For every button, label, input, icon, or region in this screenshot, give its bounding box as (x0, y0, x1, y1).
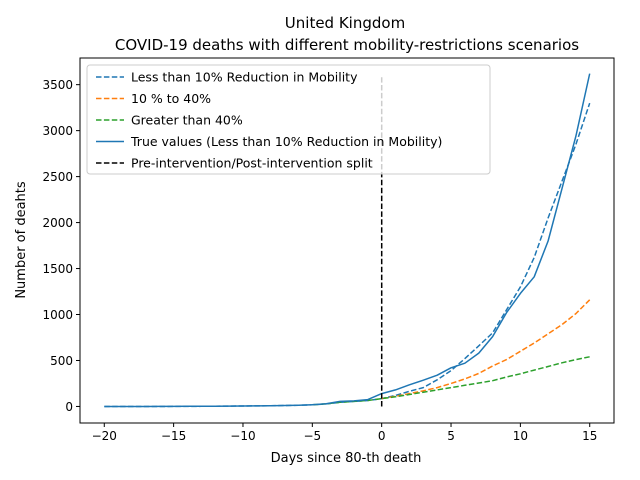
plot-series (104, 73, 591, 408)
series-line-2 (381, 299, 591, 400)
x-tick-label: 5 (447, 429, 455, 443)
y-tick-label: 2500 (42, 170, 73, 184)
chart-subtitle: COVID-19 deaths with different mobility-… (115, 36, 579, 54)
x-tick-label: 15 (582, 429, 597, 443)
plot-area-frame (79, 57, 615, 424)
x-tick-label: −20 (92, 429, 117, 443)
legend-label-1: Less than 10% Reduction in Mobility (131, 70, 358, 85)
y-tick-label: 1000 (42, 308, 73, 322)
x-tick-label: 0 (378, 429, 386, 443)
x-tick-label: −10 (230, 429, 255, 443)
series-line-4 (104, 73, 591, 408)
y-axis-label: Number of deahts (14, 181, 29, 299)
legend: Less than 10% Reduction in Mobility 10 % … (86, 64, 491, 175)
y-tick-label: 3000 (42, 124, 73, 138)
y-axis-ticks: 0 500 1000 1500 2000 2500 3000 3500 (42, 78, 80, 414)
series-line-3 (312, 356, 590, 406)
x-tick-label: −15 (161, 429, 186, 443)
legend-label-2: 10 % to 40% (131, 91, 211, 106)
x-axis-ticks: −20 −15 −10 −5 0 5 10 15 (92, 423, 597, 443)
x-tick-label: −5 (303, 429, 321, 443)
y-tick-label: 3500 (42, 78, 73, 92)
y-tick-label: 500 (50, 354, 73, 368)
y-tick-label: 1500 (42, 262, 73, 276)
y-tick-label: 2000 (42, 216, 73, 230)
legend-label-5: Pre-intervention/Post-intervention split (131, 156, 373, 171)
y-tick-label: 0 (65, 400, 73, 414)
x-axis-label: Days since 80-th death (271, 451, 422, 466)
legend-label-4: True values (Less than 10% Reduction in … (130, 134, 442, 149)
legend-box (86, 64, 491, 175)
legend-label-3: Greater than 40% (131, 113, 243, 128)
x-tick-label: 10 (513, 429, 528, 443)
chart-title: United Kingdom (285, 14, 405, 32)
